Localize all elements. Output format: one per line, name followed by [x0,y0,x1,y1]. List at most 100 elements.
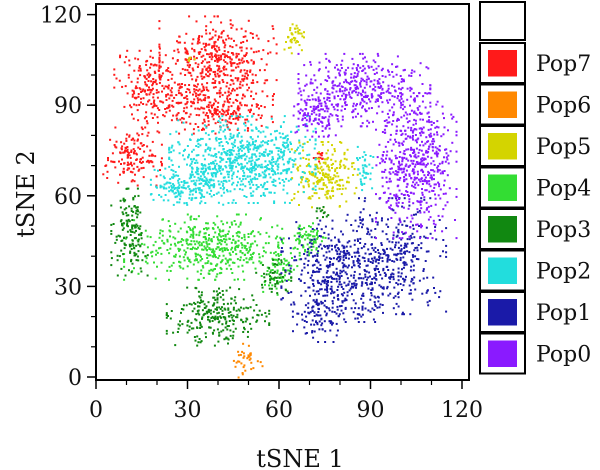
point [328,309,331,312]
point [250,163,253,166]
point [294,41,297,44]
point [179,195,182,198]
point [195,114,198,116]
point [344,271,347,274]
point [326,286,328,289]
point [415,147,418,150]
point [410,129,412,132]
point [191,229,194,232]
point [236,313,239,316]
point [262,140,264,143]
point [145,120,148,123]
point [318,235,321,237]
point [197,139,200,141]
point [234,245,237,248]
point [362,292,365,295]
point [268,191,271,194]
point [186,69,189,72]
point [323,280,326,283]
point [395,204,398,207]
point [155,175,158,178]
point [297,117,300,120]
point [318,187,321,190]
point [176,48,179,51]
point [338,283,341,286]
point [334,236,336,239]
point [331,277,334,280]
point [205,126,208,129]
point [370,252,372,255]
point [383,120,386,122]
point [193,90,196,93]
point [331,153,334,156]
point [200,189,203,192]
point [224,241,227,244]
point [202,164,205,167]
point [394,140,397,143]
point [177,112,180,114]
point [321,301,324,304]
point [330,285,333,288]
point [319,156,322,159]
point [224,326,227,329]
point [271,98,274,101]
point [217,226,219,229]
point [438,219,441,221]
point [347,176,350,179]
point [222,67,225,70]
point [277,253,280,255]
point [216,92,219,95]
point [255,164,258,167]
point [229,258,232,261]
point [174,171,177,173]
point [269,161,272,164]
point [120,240,123,242]
point [205,69,208,72]
point [209,110,212,113]
point [148,86,150,89]
point [211,304,214,307]
point [386,89,389,92]
point [391,63,394,66]
point [159,169,161,171]
point [246,89,249,92]
point [335,243,338,246]
point [151,84,154,87]
point [316,236,319,239]
point [304,180,307,183]
point [390,167,393,170]
point [225,114,228,117]
point [411,278,414,281]
point [234,111,237,114]
point [433,287,435,289]
point [311,306,314,309]
point [259,69,261,72]
point [327,264,330,267]
point [280,272,283,275]
point [289,267,292,270]
point [334,170,337,173]
point [327,149,329,152]
point [257,231,260,234]
point [234,98,237,101]
point [373,295,376,298]
point [169,89,172,92]
point [359,237,362,240]
point [237,231,239,234]
point [202,127,204,130]
point [262,192,265,195]
point [326,98,329,101]
point [238,188,241,191]
point [244,121,247,124]
point [356,313,359,316]
point [195,78,198,81]
point [428,172,431,175]
point [256,145,259,148]
point [382,267,385,270]
point [249,136,252,138]
point [240,59,243,62]
point [235,115,238,118]
point [392,278,395,281]
point [359,52,362,55]
